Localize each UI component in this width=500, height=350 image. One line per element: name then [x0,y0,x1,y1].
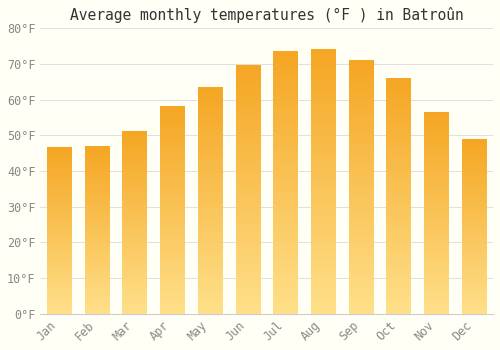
Title: Average monthly temperatures (°F ) in Batroûn: Average monthly temperatures (°F ) in Ba… [70,7,464,23]
